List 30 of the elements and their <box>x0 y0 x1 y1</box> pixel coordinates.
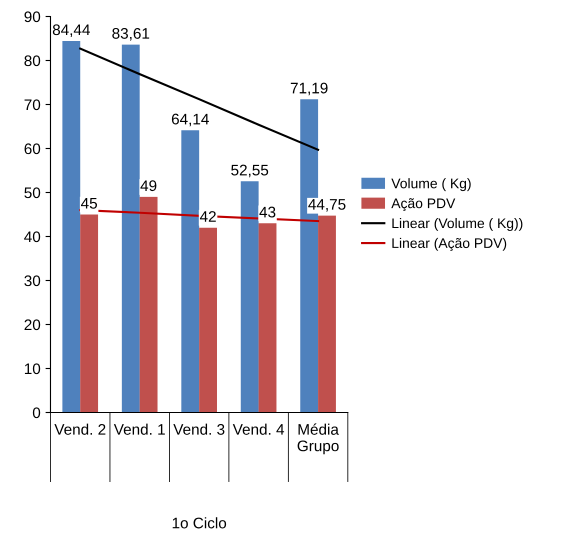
x-tick-label: Vend. 4 <box>232 424 284 435</box>
y-tick-label: 50 <box>24 187 40 198</box>
y-tick-label: 20 <box>24 319 40 330</box>
x-tick-label: Vend. 1 <box>114 424 165 435</box>
data-label: 44,75 <box>308 199 346 212</box>
data-label: 49 <box>140 180 156 192</box>
data-label: 42 <box>200 211 216 222</box>
y-tick-label: 80 <box>24 55 40 66</box>
x-tick-label: Vend. 2 <box>54 424 106 435</box>
data-label: 64,14 <box>172 114 209 126</box>
legend-label: Ação PDV <box>391 198 456 212</box>
data-label: 71,19 <box>290 82 328 96</box>
x-axis-title: 1o Ciclo <box>172 517 226 528</box>
y-tick-label: 90 <box>24 11 40 22</box>
y-tick-label: 70 <box>24 99 40 110</box>
legend-label: Volume ( Kg) <box>391 178 471 192</box>
y-tick-label: 40 <box>24 231 40 242</box>
legend-label: Linear (Volume ( Kg)) <box>392 218 522 231</box>
y-tick-label: 10 <box>24 363 40 374</box>
legend-label: Linear (Ação PDV) <box>392 238 506 251</box>
y-tick-label: 30 <box>24 275 40 286</box>
data-label: 43 <box>259 206 276 218</box>
y-tick-label: 60 <box>24 143 40 154</box>
y-tick-label: 0 <box>32 407 40 418</box>
data-label: 83,61 <box>112 28 150 41</box>
data-label: 45 <box>81 198 97 209</box>
x-tick-label: Vend. 3 <box>173 424 224 435</box>
data-label: 52,55 <box>231 164 268 178</box>
x-tick-label: Média Grupo <box>298 423 339 454</box>
data-label: 84,44 <box>52 24 90 37</box>
